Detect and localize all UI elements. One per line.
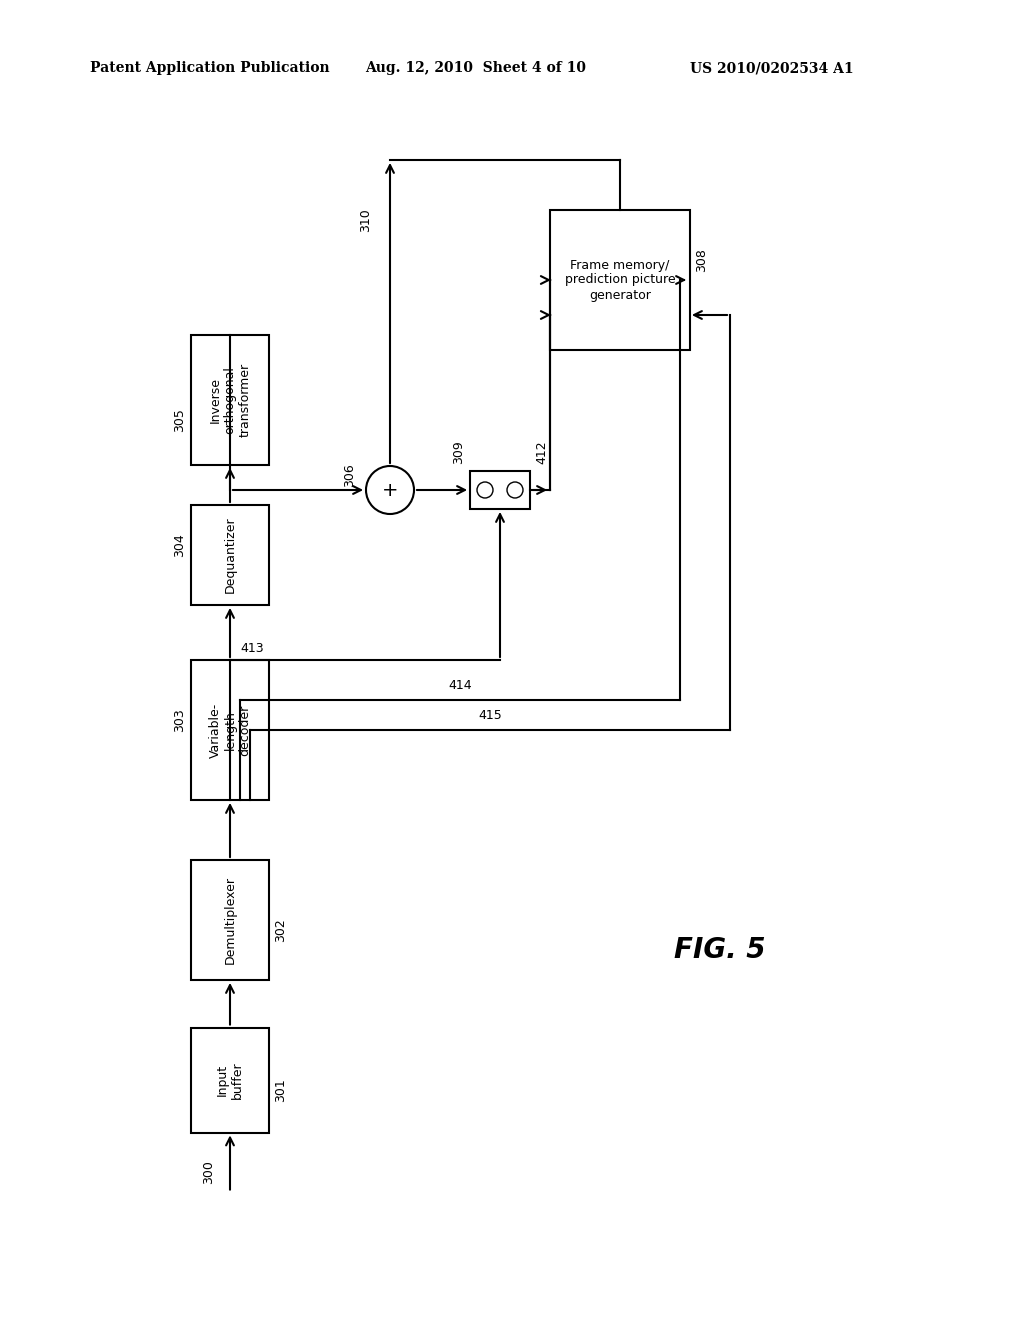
Text: 310: 310 xyxy=(359,209,372,232)
Text: Patent Application Publication: Patent Application Publication xyxy=(90,61,330,75)
Text: 306: 306 xyxy=(343,463,356,487)
Text: Variable-
length
decoder: Variable- length decoder xyxy=(209,702,252,758)
Text: Input
buffer: Input buffer xyxy=(216,1061,244,1098)
Text: 300: 300 xyxy=(202,1160,215,1184)
Text: Aug. 12, 2010  Sheet 4 of 10: Aug. 12, 2010 Sheet 4 of 10 xyxy=(365,61,586,75)
Text: US 2010/0202534 A1: US 2010/0202534 A1 xyxy=(690,61,854,75)
Circle shape xyxy=(507,482,523,498)
Text: 412: 412 xyxy=(535,440,548,463)
Bar xyxy=(191,861,269,979)
Text: 414: 414 xyxy=(449,678,472,692)
Text: +: + xyxy=(382,480,398,499)
Text: 305: 305 xyxy=(173,408,186,432)
Text: 413: 413 xyxy=(240,642,263,655)
Text: 304: 304 xyxy=(173,533,186,557)
Bar xyxy=(191,335,269,465)
Text: Demultiplexer: Demultiplexer xyxy=(223,876,237,964)
Text: Frame memory/
prediction picture
generator: Frame memory/ prediction picture generat… xyxy=(564,259,675,301)
Text: 303: 303 xyxy=(173,708,186,731)
Text: 415: 415 xyxy=(478,709,502,722)
Circle shape xyxy=(366,466,414,513)
Text: 309: 309 xyxy=(452,440,465,463)
Bar xyxy=(191,506,269,605)
Text: Dequantizer: Dequantizer xyxy=(223,516,237,593)
Bar xyxy=(191,1027,269,1133)
Text: 308: 308 xyxy=(695,248,708,272)
Bar xyxy=(470,471,530,510)
Bar xyxy=(191,660,269,800)
Text: FIG. 5: FIG. 5 xyxy=(674,936,766,964)
Text: 302: 302 xyxy=(274,919,287,942)
Text: 301: 301 xyxy=(274,1078,287,1102)
Text: Inverse
orthogonal
transformer: Inverse orthogonal transformer xyxy=(209,363,252,437)
Bar xyxy=(550,210,690,350)
Circle shape xyxy=(477,482,493,498)
